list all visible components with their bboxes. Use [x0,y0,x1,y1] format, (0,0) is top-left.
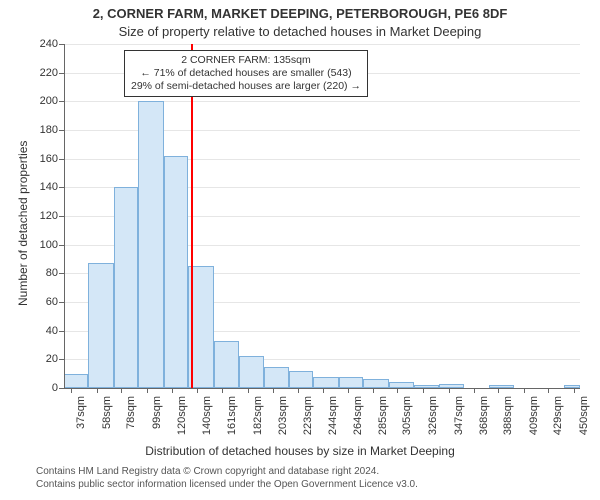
x-tick-label: 409sqm [528,396,540,444]
x-tick-label: 305sqm [401,396,413,444]
x-tick-label: 161sqm [226,396,238,444]
x-tick-mark [273,388,274,393]
x-tick-mark [222,388,223,393]
x-tick-label: 140sqm [201,396,213,444]
x-tick-mark [574,388,575,393]
histogram-bar [64,374,88,388]
x-tick-label: 450sqm [578,396,590,444]
histogram-bar [313,377,339,388]
x-tick-label: 368sqm [478,396,490,444]
x-tick-mark [147,388,148,393]
x-tick-mark [449,388,450,393]
histogram-bar [264,367,290,389]
x-tick-label: 326sqm [427,396,439,444]
y-axis-label: Number of detached properties [16,141,30,306]
x-tick-mark [71,388,72,393]
histogram-bar [363,379,389,388]
y-tick-label: 40 [30,325,58,337]
x-axis-label: Distribution of detached houses by size … [0,444,600,458]
histogram-bar [88,263,114,388]
annotation-line1: 2 CORNER FARM: 135sqm [131,54,361,67]
chart-title-address: 2, CORNER FARM, MARKET DEEPING, PETERBOR… [0,6,600,21]
x-tick-label: 388sqm [502,396,514,444]
annotation-box: 2 CORNER FARM: 135sqm ← 71% of detached … [124,50,368,97]
x-tick-mark [197,388,198,393]
x-tick-mark [172,388,173,393]
x-tick-label: 285sqm [377,396,389,444]
x-tick-mark [323,388,324,393]
x-tick-label: 78sqm [125,396,137,444]
x-tick-mark [348,388,349,393]
y-tick-label: 160 [30,153,58,165]
footer-line2: Contains public sector information licen… [36,479,418,492]
y-tick-label: 140 [30,181,58,193]
histogram-bar [239,356,263,388]
y-tick-label: 180 [30,124,58,136]
x-tick-mark [121,388,122,393]
x-tick-mark [373,388,374,393]
x-tick-mark [423,388,424,393]
chart-title-subtitle: Size of property relative to detached ho… [0,24,600,39]
x-tick-label: 429sqm [552,396,564,444]
x-tick-mark [524,388,525,393]
annotation-line2: ← 71% of detached houses are smaller (54… [131,67,361,80]
histogram-bar [114,187,138,388]
x-tick-mark [97,388,98,393]
y-tick-label: 120 [30,210,58,222]
x-tick-label: 99sqm [151,396,163,444]
y-tick-label: 220 [30,67,58,79]
x-tick-label: 264sqm [352,396,364,444]
x-tick-mark [397,388,398,393]
x-axis-line [64,388,580,389]
footer-attribution: Contains HM Land Registry data © Crown c… [36,466,418,491]
x-tick-label: 120sqm [176,396,188,444]
histogram-bar [214,341,240,388]
y-tick-label: 0 [30,382,58,394]
x-tick-mark [298,388,299,393]
gridline [64,44,580,45]
footer-line1: Contains HM Land Registry data © Crown c… [36,466,418,479]
x-tick-label: 182sqm [252,396,264,444]
histogram-bar [289,371,313,388]
x-tick-mark [474,388,475,393]
histogram-bar [138,101,164,388]
y-tick-label: 200 [30,95,58,107]
y-tick-label: 100 [30,239,58,251]
annotation-line3: 29% of semi-detached houses are larger (… [131,80,361,93]
x-tick-mark [248,388,249,393]
histogram-bar [339,377,363,388]
x-tick-mark [498,388,499,393]
x-tick-label: 244sqm [327,396,339,444]
y-axis-line [64,44,65,388]
x-tick-label: 223sqm [302,396,314,444]
histogram-bar [164,156,188,388]
x-tick-mark [548,388,549,393]
x-tick-label: 347sqm [453,396,465,444]
y-tick-label: 20 [30,353,58,365]
y-tick-label: 240 [30,38,58,50]
x-tick-label: 203sqm [277,396,289,444]
y-tick-label: 80 [30,267,58,279]
y-tick-label: 60 [30,296,58,308]
x-tick-label: 58sqm [101,396,113,444]
x-tick-label: 37sqm [75,396,87,444]
